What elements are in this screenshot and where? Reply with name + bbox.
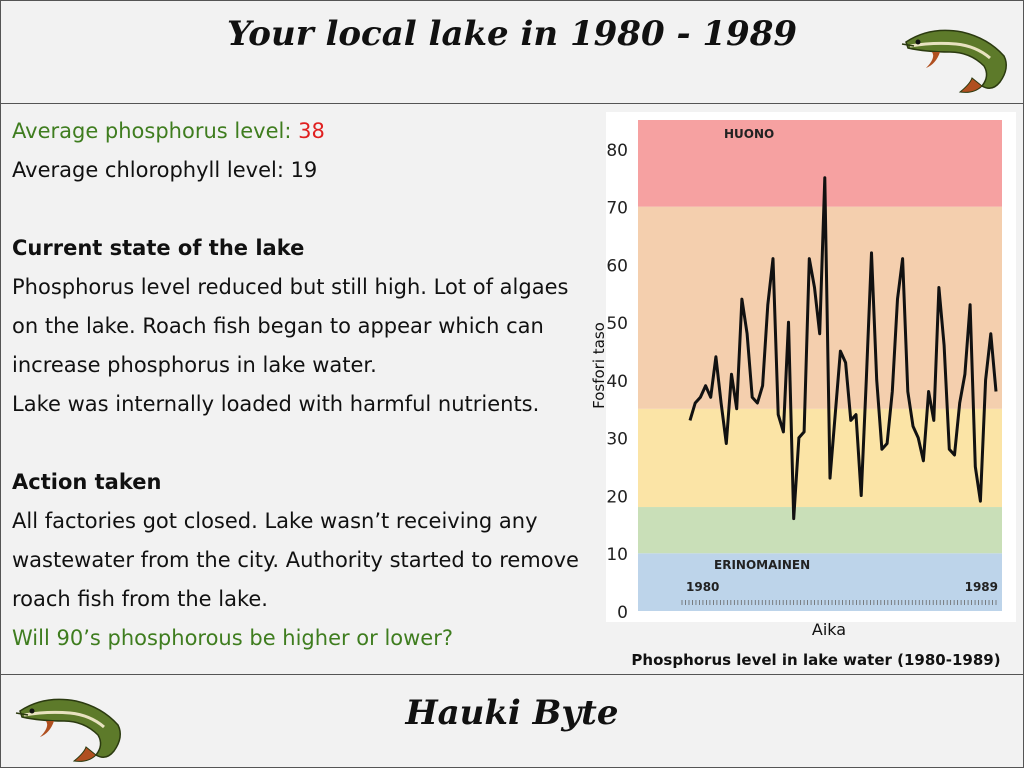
y-tick-label: 80 <box>606 141 628 161</box>
y-tick-label: 20 <box>606 487 628 507</box>
action-line: wastewater from the city. Authority star… <box>12 548 579 572</box>
y-axis-label: Fosfori taso <box>590 322 608 409</box>
avg-phosphorus-line: Average phosphorus level: 38 <box>12 112 592 151</box>
header: Your local lake in 1980 - 1989 <box>0 0 1024 104</box>
footer-title: Hauki Byte <box>405 693 619 733</box>
pike-fish-icon <box>901 29 1007 93</box>
page-title: Your local lake in 1980 - 1989 <box>226 14 798 54</box>
info-panel: Average phosphorus level: 38 Average chl… <box>12 112 592 658</box>
x-axis-label: Aika <box>812 620 846 639</box>
y-tick-label: 60 <box>606 256 628 276</box>
y-tick-label: 0 <box>617 603 628 623</box>
chart-caption: Phosphorus level in lake water (1980-198… <box>631 651 1001 669</box>
state-line: on the lake. Roach fish began to appear … <box>12 314 544 338</box>
state-heading: Current state of the lake <box>12 236 305 260</box>
chart-band <box>638 120 1002 207</box>
chart-band <box>638 507 1002 554</box>
action-heading: Action taken <box>12 470 162 494</box>
band-label: HUONO <box>724 127 774 141</box>
y-tick-label: 40 <box>606 372 628 392</box>
footer: Hauki Byte <box>0 674 1024 768</box>
avg-phosphorus-value: 38 <box>298 119 325 143</box>
chart-svg: ERINOMAINEN HUONO 0 10 20 30 40 50 60 70 80 Fosfori… <box>590 112 1016 639</box>
y-tick-label: 10 <box>606 545 628 565</box>
chart-band <box>638 553 1002 611</box>
band-label: ERINOMAINEN <box>714 558 810 572</box>
state-line: Lake was internally loaded with harmful … <box>12 392 540 416</box>
avg-chlorophyll: Average chlorophyll level: 19 <box>12 158 318 182</box>
avg-phosphorus-label: Average phosphorus level: <box>12 119 299 143</box>
y-tick-label: 50 <box>606 314 628 334</box>
y-tick-label: 30 <box>606 430 628 450</box>
chart-band <box>638 408 1002 508</box>
x-end-label: 1989 <box>965 580 998 594</box>
pike-fish-icon <box>15 698 121 762</box>
action-line: All factories got closed. Lake wasn’t re… <box>12 509 538 533</box>
question-text: Will 90’s phosphorous be higher or lower… <box>12 626 454 650</box>
phosphorus-chart: ERINOMAINEN HUONO 0 10 20 30 40 50 60 70 80 Fosfori… <box>586 108 1016 674</box>
action-line: roach fish from the lake. <box>12 587 268 611</box>
state-line: increase phosphorus in lake water. <box>12 353 377 377</box>
state-line: Phosphorus level reduced but still high.… <box>12 275 569 299</box>
y-tick-label: 70 <box>606 199 628 219</box>
x-start-label: 1980 <box>686 580 719 594</box>
series-line <box>688 176 998 521</box>
